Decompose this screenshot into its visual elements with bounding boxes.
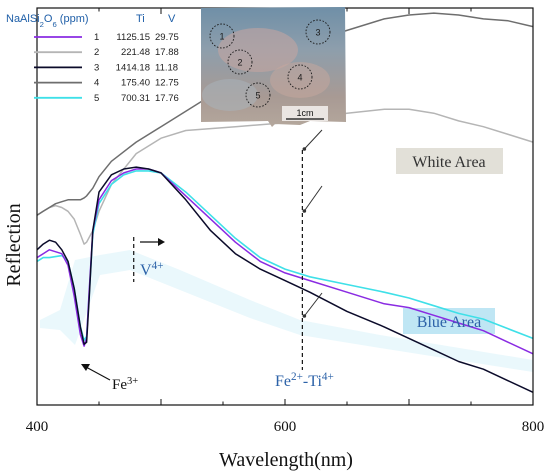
x-axis-title: Wavelength(nm) (219, 449, 353, 471)
v4-arrow-head (158, 238, 165, 246)
bump-arrow-1 (303, 129, 323, 150)
legend-ti-value: 175.40 (121, 78, 150, 89)
x-tick-label: 600 (274, 419, 297, 435)
bump-arrow-3 (303, 292, 323, 317)
sample-spot-label: 3 (315, 28, 320, 38)
x-tick-label: 800 (522, 419, 545, 435)
fe3-label: Fe3+ (112, 376, 138, 394)
sample-spot-1 (209, 23, 235, 49)
sample-spot-label: 4 (297, 73, 302, 83)
legend-header: NaAlSi2O6 (ppm) (6, 13, 89, 29)
legend-id: 2 (94, 47, 99, 58)
sample-spot-4 (287, 64, 313, 90)
series-2-line (36, 108, 534, 245)
legend-v-value: 29.75 (155, 32, 179, 43)
fe3-arrow-head (81, 364, 90, 371)
legend-col-v: V (168, 13, 176, 25)
legend-ti-value: 1414.18 (116, 62, 150, 73)
legend-id: 3 (94, 62, 99, 73)
fe3-arrow-shaft (85, 366, 111, 381)
sample-photo-inset: 1 2 3 4 5 1cm (201, 7, 346, 127)
photo-patch (270, 62, 330, 98)
annotations: V4+ Fe3+ Fe2+-Ti4+ White Area Blue Area (81, 129, 486, 394)
bump-arrow-tip (302, 314, 307, 318)
legend-v-value: 17.88 (155, 47, 179, 58)
bump-arrow-tip (302, 209, 307, 213)
legend-v-value: 11.18 (155, 62, 178, 73)
photo-patch (202, 79, 258, 111)
y-axis-title: Reflection (3, 203, 25, 286)
sample-spot-label: 5 (255, 91, 260, 101)
sample-spot-label: 1 (219, 32, 224, 42)
sample-spot-label: 2 (237, 58, 242, 68)
legend-id: 4 (94, 78, 99, 89)
legend-id: 5 (94, 93, 99, 104)
scale-bar-label: 1cm (296, 108, 313, 118)
x-tick-label: 400 (26, 419, 49, 435)
sample-spot-2 (227, 49, 253, 75)
photo-patch (218, 28, 298, 72)
legend-v-value: 12.75 (155, 78, 179, 89)
fe-ti-label: Fe2+-Ti4+ (275, 371, 334, 390)
scale-bar-bg (282, 106, 328, 121)
legend-ti-value: 221.48 (121, 47, 150, 58)
legend-id: 1 (94, 32, 99, 43)
x-tick-labels: 400 600 800 (26, 419, 545, 435)
blue-glow (40, 250, 533, 372)
series-layer (36, 12, 534, 393)
legend-ti-value: 1125.15 (116, 32, 150, 43)
series-3-line (36, 166, 534, 393)
white-area-band (396, 148, 503, 174)
legend: NaAlSi2O6 (ppm) Ti V 1 1125.15 29.75 2 221.48 17… (6, 13, 179, 104)
series-4-line (36, 12, 534, 216)
v4-label: V4+ (140, 260, 163, 279)
legend-ti-value: 700.31 (121, 93, 150, 104)
bump-arrow-2 (303, 185, 323, 212)
sample-spot-3 (305, 19, 331, 45)
legend-col-ti: Ti (136, 13, 145, 25)
blue-area-label: Blue Area (417, 314, 481, 331)
white-area-label: White Area (412, 154, 485, 171)
legend-v-value: 17.76 (155, 93, 179, 104)
bump-arrow-tip (302, 147, 307, 151)
sample-spot-5 (245, 82, 271, 108)
